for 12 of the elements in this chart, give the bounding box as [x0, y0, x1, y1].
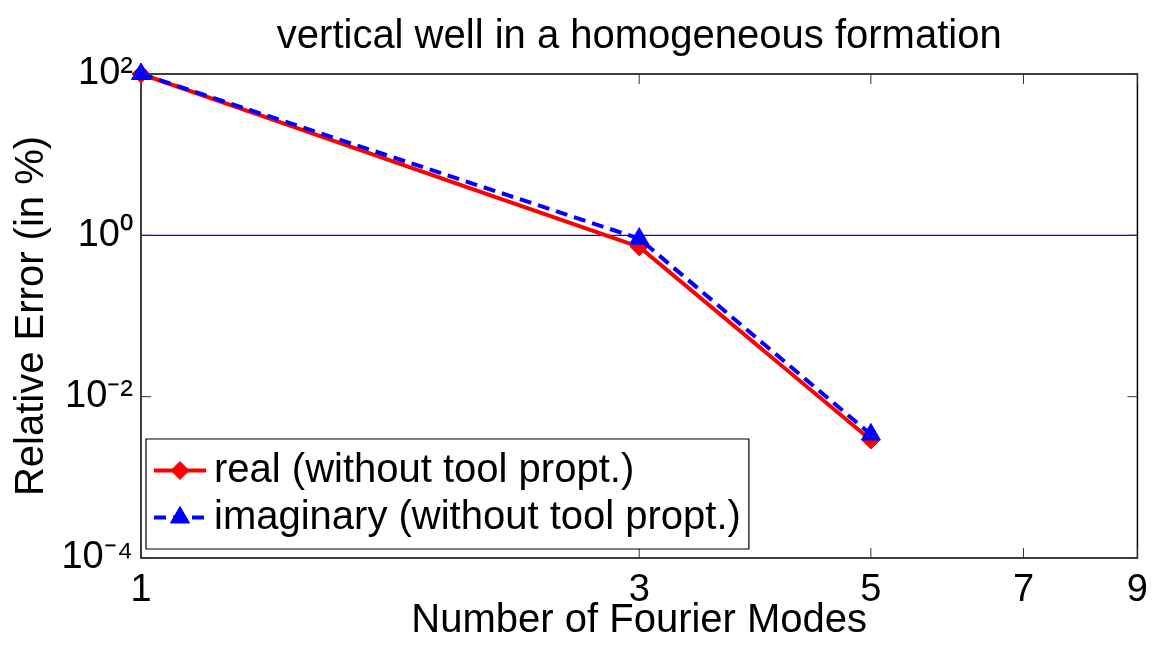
legend-label: imaginary (without tool propt.) — [214, 492, 741, 537]
y-axis-title: Relative Error (in %) — [7, 135, 52, 497]
y-tick-label: 10⁰ — [77, 211, 133, 254]
x-tick-label: 1 — [130, 567, 152, 610]
chart-title: vertical well in a homogeneous formation — [276, 12, 1002, 57]
y-tick-label: 10² — [78, 50, 133, 93]
y-tick-label: 10⁻² — [65, 373, 133, 416]
x-tick-label: 7 — [1012, 567, 1035, 610]
x-tick-label: 9 — [1126, 567, 1148, 610]
y-tick-label: 10⁻⁴ — [61, 534, 133, 577]
legend-label: real (without tool propt.) — [214, 445, 635, 490]
x-tick-label: 5 — [860, 567, 882, 610]
